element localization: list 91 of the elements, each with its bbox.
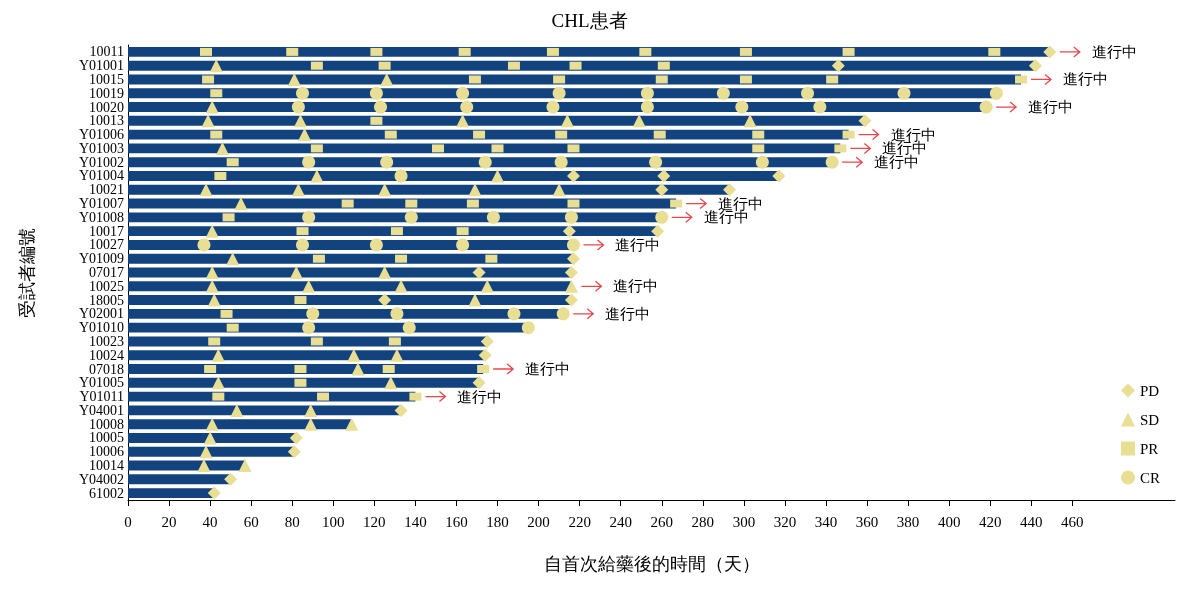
y-tick-label: 10027: [89, 237, 124, 253]
annotation: 進行中: [525, 361, 571, 378]
y-tick-label: Y02001: [78, 306, 124, 322]
x-tick-label: 140: [404, 513, 427, 530]
annotation: 進行中: [874, 154, 920, 171]
x-tick-label: 200: [527, 513, 550, 530]
x-tick-label: 40: [202, 513, 218, 530]
annotation: 進行中: [1028, 99, 1074, 116]
y-tick-label: 10013: [89, 113, 124, 129]
y-tick-label: 10005: [89, 430, 124, 446]
annotation: 進行中: [718, 195, 764, 212]
x-tick-label: 0: [124, 513, 132, 530]
y-tick-label: 10023: [89, 333, 124, 349]
y-tick-label: Y04001: [78, 402, 124, 418]
y-tick-label: Y01007: [78, 196, 124, 212]
annotation: 進行中: [615, 236, 661, 253]
x-tick-label: 160: [445, 513, 468, 530]
y-tick-label: Y01004: [78, 168, 124, 184]
y-tick-label: Y01002: [78, 154, 124, 170]
bar: [128, 281, 572, 292]
bar: [128, 60, 1036, 71]
annotation: 進行中: [605, 305, 651, 322]
annotation: 進行中: [613, 278, 659, 295]
x-tick-label: 80: [284, 513, 300, 530]
y-tick-label: 10019: [89, 85, 124, 101]
annotation: 進行中: [890, 126, 936, 143]
y-tick-label: 07017: [89, 265, 124, 280]
legend-label: PR: [1139, 440, 1159, 457]
x-tick-label: 400: [937, 513, 961, 530]
x-tick-label: 260: [650, 513, 674, 530]
bar: [128, 377, 480, 388]
x-tick-label: 300: [732, 513, 756, 530]
bar: [128, 336, 488, 347]
y-tick-label: 07018: [89, 361, 124, 377]
y-tick-label: Y01011: [79, 389, 124, 405]
legend-label: SD: [1139, 411, 1160, 428]
x-tick-label: 100: [322, 513, 345, 530]
x-tick-label: 320: [773, 513, 797, 530]
x-tick-label: 240: [609, 513, 632, 530]
x-tick-label: 440: [1020, 513, 1043, 530]
y-tick-label: 10011: [89, 44, 124, 60]
y-tick-label: 10015: [89, 71, 124, 87]
legend-label: PD: [1139, 382, 1160, 399]
annotation: 進行中: [457, 388, 503, 405]
x-tick-label: 180: [486, 513, 509, 530]
x-tick-label: 220: [568, 513, 591, 530]
y-axis-title: 受試者編號: [17, 227, 37, 318]
x-tick-label: 380: [896, 513, 920, 530]
y-tick-label: 10021: [89, 182, 124, 198]
y-tick-label: 10014: [89, 458, 124, 474]
bar: [128, 253, 574, 264]
y-tick-label: Y01010: [78, 320, 124, 336]
bar: [128, 432, 297, 443]
x-tick-label: 120: [363, 513, 386, 530]
y-tick-label: 10024: [89, 347, 124, 363]
bar: [128, 115, 866, 126]
annotation: 進行中: [703, 209, 749, 226]
bar: [128, 474, 231, 485]
bar: [128, 488, 215, 499]
bar: [128, 350, 486, 361]
annotation: 進行中: [1091, 43, 1137, 60]
x-tick-label: 420: [978, 513, 1002, 530]
y-tick-label: 10017: [89, 223, 124, 239]
y-tick-label: 61002: [89, 485, 124, 501]
bar: [128, 184, 730, 195]
bar: [128, 446, 295, 457]
y-tick-label: Y01003: [78, 140, 124, 156]
x-tick-label: 280: [691, 513, 715, 530]
y-tick-label: 10008: [89, 416, 124, 432]
y-tick-label: Y04002: [78, 471, 124, 487]
chart-title: CHL患者: [551, 10, 628, 31]
x-tick-label: 340: [814, 513, 838, 530]
bar: [128, 295, 572, 306]
x-tick-label: 460: [1061, 513, 1084, 530]
legend-label: CR: [1139, 469, 1161, 486]
x-tick-label: 20: [161, 513, 177, 530]
y-tick-label: Y01009: [78, 251, 124, 267]
y-tick-label: 10020: [89, 99, 124, 115]
bar: [128, 405, 402, 416]
y-tick-label: Y01008: [78, 209, 124, 225]
y-tick-label: 18005: [89, 292, 124, 308]
x-tick-label: 360: [855, 513, 879, 530]
y-tick-label: 10006: [89, 444, 124, 460]
annotation: 進行中: [1063, 71, 1109, 88]
y-tick-label: Y01006: [78, 127, 124, 143]
y-tick-label: Y01005: [78, 375, 124, 391]
x-axis-title: 自首次給藥後的時間（天）: [543, 554, 760, 574]
y-tick-label: Y01001: [78, 58, 124, 74]
bar: [128, 419, 352, 430]
x-tick-label: 60: [243, 513, 259, 530]
y-tick-label: 10025: [89, 278, 124, 294]
